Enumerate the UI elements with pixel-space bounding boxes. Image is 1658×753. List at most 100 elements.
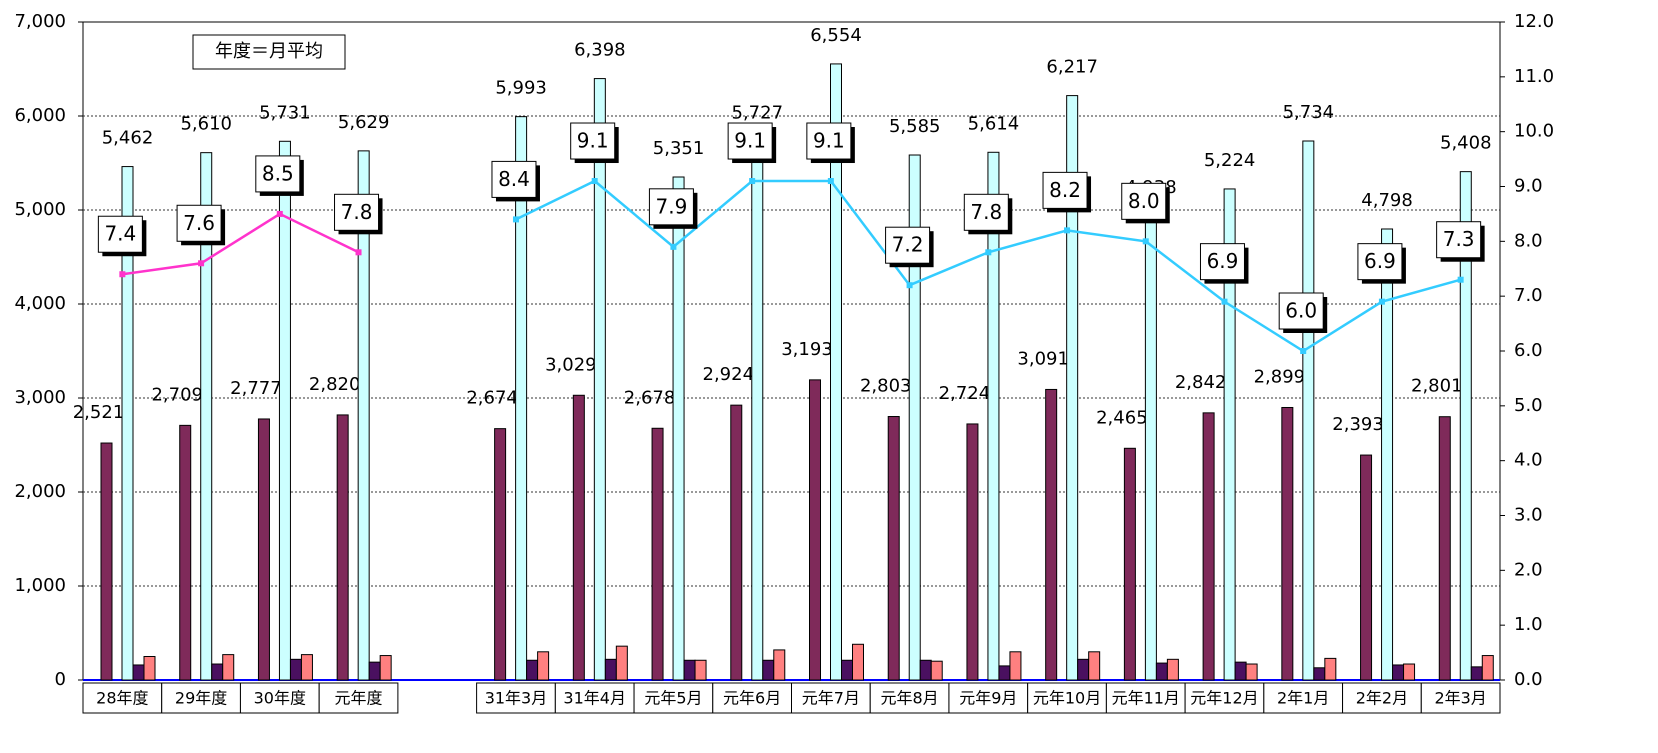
bar-value-label: 2,899 <box>1254 366 1306 387</box>
bar <box>1381 228 1394 681</box>
label-box <box>727 122 773 160</box>
label-box <box>491 160 537 198</box>
line-marker <box>827 178 834 185</box>
bar <box>179 424 192 681</box>
bar <box>1045 388 1058 681</box>
bar <box>751 141 764 681</box>
annotation-box <box>192 34 346 70</box>
bar <box>987 151 1000 681</box>
line-marker <box>1457 276 1464 283</box>
annotation: 年度＝月平均 <box>215 41 323 62</box>
bar <box>100 442 113 681</box>
bar <box>1144 215 1157 681</box>
bar <box>289 658 302 681</box>
label-box <box>1042 171 1088 209</box>
bar <box>357 150 370 681</box>
line-marker <box>749 178 756 185</box>
bar-value-label: 6,217 <box>1046 57 1098 78</box>
bar <box>1009 651 1022 681</box>
line-value-label: 7.3 <box>1443 227 1475 251</box>
line-value-label: 8.4 <box>498 167 530 191</box>
line-marker <box>1300 348 1307 354</box>
line-value-label: 8.0 <box>1128 189 1160 213</box>
bar <box>1403 663 1416 681</box>
x-label-box <box>1105 682 1186 714</box>
bar <box>966 423 979 681</box>
bar <box>604 658 617 681</box>
y2-tick-label: 2.0 <box>1514 559 1543 580</box>
x-tick-label: 2年2月 <box>1356 689 1408 708</box>
label-box <box>885 226 931 264</box>
bar <box>762 659 775 681</box>
line-value-label: 9.1 <box>577 129 609 153</box>
x-tick-label: 2年3月 <box>1434 689 1486 708</box>
line-marker <box>1378 298 1385 305</box>
bar-value-label: 2,777 <box>230 378 282 399</box>
label-box <box>176 204 222 242</box>
bar <box>1077 658 1090 681</box>
bar-value-label: 2,842 <box>1175 372 1227 393</box>
y-tick-label: 1,000 <box>14 575 66 596</box>
line-marker <box>198 260 205 267</box>
label-box <box>570 122 616 160</box>
y-tick-label: 4,000 <box>14 293 66 314</box>
y2-tick-label: 12.0 <box>1514 11 1554 32</box>
bar <box>1155 662 1168 681</box>
line-value-label: 8.2 <box>1049 178 1081 202</box>
x-label-box <box>161 682 241 714</box>
label-box <box>334 193 380 231</box>
line-marker <box>1221 298 1228 305</box>
bar <box>672 176 685 681</box>
bar <box>379 655 392 681</box>
line-marker <box>512 216 519 223</box>
y2-tick-label: 4.0 <box>1514 450 1543 471</box>
x-tick-label: 元年6月 <box>723 689 781 708</box>
bar <box>300 654 313 681</box>
bar <box>515 116 528 681</box>
y2-tick-label: 9.0 <box>1514 176 1543 197</box>
bar <box>830 63 842 681</box>
x-tick-label: 元年11月 <box>1112 689 1180 708</box>
y-tick-label: 0 <box>55 669 66 690</box>
line-value-label: 8.5 <box>262 161 294 185</box>
x-tick-label: 元年度 <box>335 689 383 708</box>
bar-value-label: 2,521 <box>73 402 125 423</box>
bar-value-label: 5,731 <box>259 102 311 123</box>
x-tick-label: 2年1月 <box>1277 689 1329 708</box>
bar <box>908 154 921 681</box>
bar <box>257 418 270 681</box>
x-tick-label: 元年12月 <box>1190 689 1258 708</box>
bar-value-label: 3,193 <box>781 339 833 360</box>
x-label-box <box>1263 682 1344 714</box>
bar <box>132 664 145 681</box>
bar <box>1202 412 1215 681</box>
bar <box>593 78 606 681</box>
line-marker <box>1064 227 1071 234</box>
label-box <box>1357 243 1403 281</box>
line-marker <box>1142 238 1149 245</box>
x-tick-label: 31年4月 <box>563 689 626 708</box>
bar <box>494 428 507 681</box>
bar <box>694 659 707 681</box>
bar-value-label: 2,801 <box>1411 376 1463 397</box>
x-label-box <box>318 682 399 714</box>
line-value-label: 7.9 <box>656 194 688 218</box>
x-label-box <box>948 682 1029 714</box>
line-marker <box>276 210 283 217</box>
bar <box>1313 667 1326 681</box>
bar <box>809 379 821 681</box>
bar <box>336 414 349 681</box>
x-label-box <box>476 682 556 714</box>
line-value-label: 7.6 <box>183 211 215 235</box>
bar-value-label: 5,351 <box>653 138 705 159</box>
bar <box>651 427 664 681</box>
bar-value-label: 5,224 <box>1204 150 1256 171</box>
bar <box>1438 416 1451 681</box>
bar <box>121 166 134 681</box>
line <box>122 212 360 276</box>
label-box <box>1278 292 1324 330</box>
label-box <box>97 215 143 253</box>
bar <box>537 651 550 681</box>
label-box <box>1436 221 1482 259</box>
bar <box>1166 658 1179 681</box>
